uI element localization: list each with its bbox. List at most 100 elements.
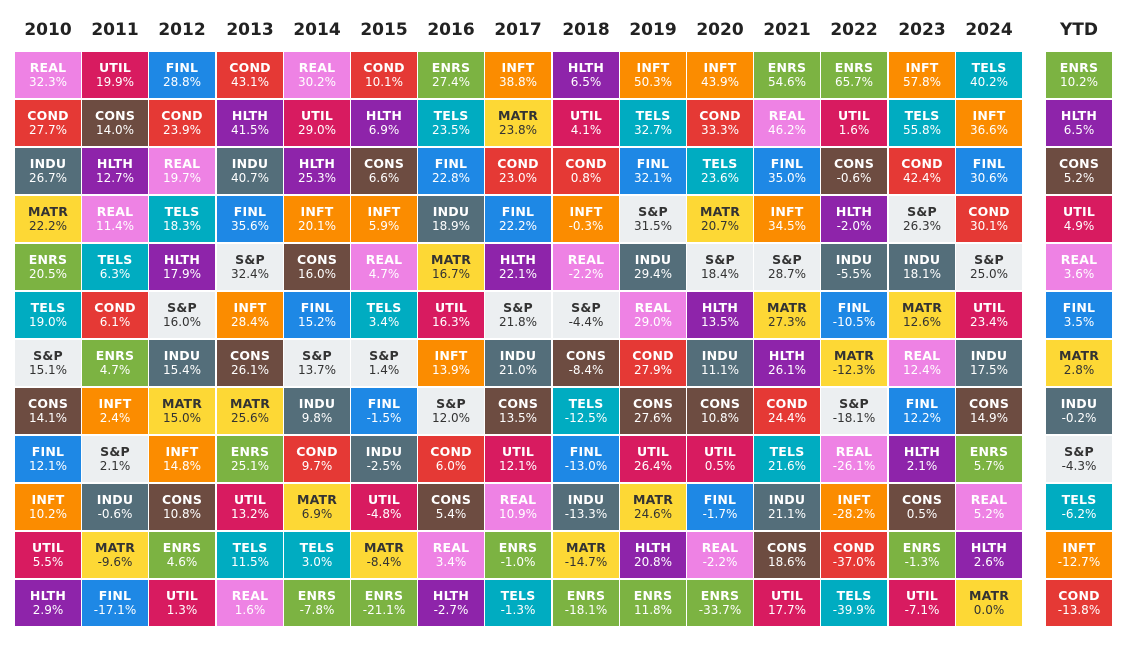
sector-cell: INDU 15.4% xyxy=(149,340,215,386)
sector-code: HLTH xyxy=(701,299,739,315)
sector-return: 38.8% xyxy=(498,74,538,89)
sector-return: 3.5% xyxy=(1063,314,1095,329)
sector-return: 17.5% xyxy=(969,362,1009,377)
sector-cell: REAL 3.6% xyxy=(1046,244,1112,290)
sector-cell: COND 43.1% xyxy=(217,52,283,98)
sector-return: 14.0% xyxy=(95,122,135,137)
sector-code: INDU xyxy=(29,155,67,171)
sector-return: 13.5% xyxy=(498,410,538,425)
sector-code: HLTH xyxy=(231,107,269,123)
sector-cell: ENRS 11.8% xyxy=(620,580,686,626)
sector-cell: INDU 9.8% xyxy=(284,388,350,434)
sector-cell: TELS -12.5% xyxy=(553,388,619,434)
sector-code: ENRS xyxy=(633,587,673,603)
sector-return: -7.1% xyxy=(904,602,940,617)
sector-code: ENRS xyxy=(297,587,337,603)
sector-cell: HLTH 2.1% xyxy=(889,436,955,482)
sector-code: UTIL xyxy=(636,443,670,459)
sector-cell: REAL 46.2% xyxy=(754,100,820,146)
sector-return: 29.0% xyxy=(297,122,337,137)
sector-code: REAL xyxy=(499,491,537,507)
sector-return: 4.7% xyxy=(368,266,400,281)
column-header: 2021 xyxy=(763,20,811,40)
sector-code: INDU xyxy=(96,491,134,507)
sector-code: INDU xyxy=(365,443,403,459)
sector-return: 22.1% xyxy=(498,266,538,281)
sector-cell: CONS 27.6% xyxy=(620,388,686,434)
sector-cell: COND 33.3% xyxy=(687,100,753,146)
column-header: 2018 xyxy=(562,20,610,40)
sector-return: 6.3% xyxy=(99,266,131,281)
sector-cell: MATR 12.6% xyxy=(889,292,955,338)
sector-code: TELS xyxy=(433,107,469,123)
sector-cell: INFT -12.7% xyxy=(1046,532,1112,578)
sector-cell: INDU 26.7% xyxy=(15,148,81,194)
sector-cell: UTIL 5.5% xyxy=(15,532,81,578)
sector-cell: MATR 15.0% xyxy=(149,388,215,434)
sector-cell: S&P 26.3% xyxy=(889,196,955,242)
sector-code: MATR xyxy=(565,539,607,555)
sector-cell: ENRS 25.1% xyxy=(217,436,283,482)
sector-return: 4.6% xyxy=(166,554,198,569)
column-header: 2019 xyxy=(629,20,677,40)
sector-code: INDU xyxy=(768,491,806,507)
sector-return: -1.5% xyxy=(366,410,402,425)
sector-cell: S&P -4.4% xyxy=(553,292,619,338)
sector-return: 10.1% xyxy=(364,74,404,89)
sector-cell: COND 24.4% xyxy=(754,388,820,434)
sector-cell: MATR 0.0% xyxy=(956,580,1022,626)
sector-return: 25.0% xyxy=(969,266,1009,281)
sector-return: 3.6% xyxy=(1063,266,1095,281)
sector-return: 41.5% xyxy=(230,122,270,137)
sector-code: S&P xyxy=(772,251,802,267)
sector-cell: S&P 32.4% xyxy=(217,244,283,290)
sector-cell: REAL 30.2% xyxy=(284,52,350,98)
sector-cell: CONS 14.9% xyxy=(956,388,1022,434)
sector-code: CONS xyxy=(161,491,203,507)
sector-return: 10.8% xyxy=(700,410,740,425)
sector-return: -7.8% xyxy=(299,602,335,617)
sector-return: -5.5% xyxy=(836,266,872,281)
sector-cell: MATR 23.8% xyxy=(485,100,551,146)
sector-cell: TELS 19.0% xyxy=(15,292,81,338)
sector-code: S&P xyxy=(436,395,466,411)
sector-return: 12.4% xyxy=(902,362,942,377)
sector-code: REAL xyxy=(970,491,1008,507)
sector-cell: HLTH 25.3% xyxy=(284,148,350,194)
sector-return: 27.3% xyxy=(767,314,807,329)
sector-cell: TELS 11.5% xyxy=(217,532,283,578)
sector-code: S&P xyxy=(907,203,937,219)
sector-code: S&P xyxy=(638,203,668,219)
sector-cell: ENRS 4.6% xyxy=(149,532,215,578)
sector-return: 23.8% xyxy=(498,122,538,137)
sector-code: TELS xyxy=(1061,491,1097,507)
sector-return: 27.6% xyxy=(633,410,673,425)
sector-return: 20.7% xyxy=(700,218,740,233)
sector-code: INDU xyxy=(231,155,269,171)
sector-code: UTIL xyxy=(165,587,199,603)
sector-code: UTIL xyxy=(770,587,804,603)
sector-code: S&P xyxy=(974,251,1004,267)
sector-return: 0.5% xyxy=(704,458,736,473)
sector-code: TELS xyxy=(836,587,872,603)
column-header: 2022 xyxy=(830,20,878,40)
sector-cell: S&P 18.4% xyxy=(687,244,753,290)
sector-code: COND xyxy=(229,59,271,75)
sector-cell: MATR 22.2% xyxy=(15,196,81,242)
sector-code: MATR xyxy=(968,587,1010,603)
sector-cell: UTIL 29.0% xyxy=(284,100,350,146)
sector-cell: S&P -18.1% xyxy=(821,388,887,434)
sector-cell: FINL -13.0% xyxy=(553,436,619,482)
sector-code: INDU xyxy=(835,251,873,267)
sector-code: FINL xyxy=(703,491,737,507)
column-header: 2017 xyxy=(494,20,542,40)
column-header: 2024 xyxy=(965,20,1013,40)
sector-cell: FINL 28.8% xyxy=(149,52,215,98)
sector-code: S&P xyxy=(33,347,63,363)
sector-return: 31.5% xyxy=(633,218,673,233)
sector-code: MATR xyxy=(161,395,203,411)
sector-cell: INFT 2.4% xyxy=(82,388,148,434)
sector-return: 14.9% xyxy=(969,410,1009,425)
sector-code: INFT xyxy=(98,395,132,411)
sector-return: 13.5% xyxy=(700,314,740,329)
